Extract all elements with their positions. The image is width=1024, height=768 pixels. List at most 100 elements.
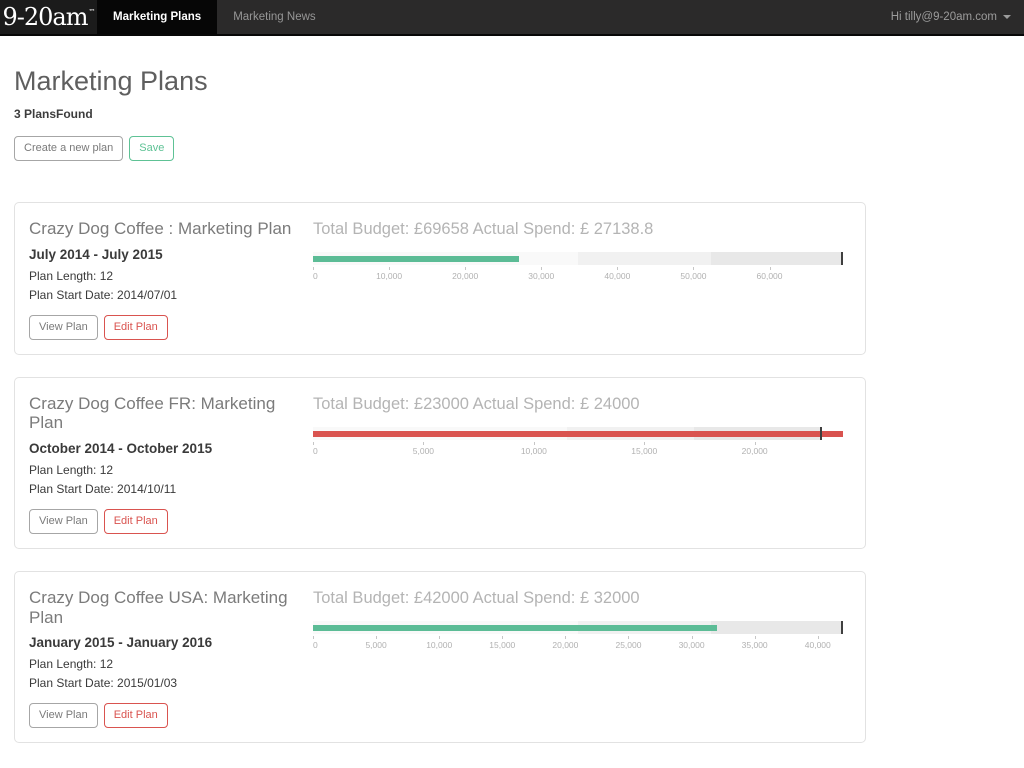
trademark-icon: ™: [88, 8, 94, 16]
axis-label: 60,000: [757, 271, 783, 281]
plan-title: Crazy Dog Coffee : Marketing Plan: [29, 219, 313, 239]
chart-measure-bar: [313, 431, 843, 437]
axis-label: 10,000: [521, 446, 547, 456]
axis-tick: [389, 267, 390, 270]
chart-target-marker: [841, 621, 843, 634]
axis-tick: [541, 267, 542, 270]
chart-measure-bar: [313, 625, 717, 631]
bullet-axis: 0 5,000 10,000 15,000 20,000: [313, 440, 843, 458]
axis-tick: [692, 636, 693, 639]
axis-label: 40,000: [805, 640, 831, 650]
chart-band: [578, 252, 711, 265]
axis-tick: [313, 267, 314, 270]
axis-tick: [628, 636, 629, 639]
axis-label: 40,000: [604, 271, 630, 281]
create-plan-button[interactable]: Create a new plan: [14, 136, 123, 161]
axis-tick: [755, 636, 756, 639]
axis-tick: [313, 442, 314, 445]
chart-measure-bar: [313, 256, 519, 262]
budget-summary: Total Budget: £42000 Actual Spend: £ 320…: [313, 589, 851, 608]
bullet-track: [313, 427, 843, 440]
plan-actions: View Plan Edit Plan: [29, 703, 313, 728]
axis-label: 30,000: [679, 640, 705, 650]
plan-card: Crazy Dog Coffee FR: Marketing Plan Octo…: [14, 377, 866, 549]
axis-tick: [644, 442, 645, 445]
plan-date-range: July 2014 - July 2015: [29, 247, 313, 262]
user-menu[interactable]: Hi tilly@9-20am.com: [891, 0, 1024, 34]
plan-card: Crazy Dog Coffee USA: Marketing Plan Jan…: [14, 571, 866, 743]
edit-plan-button[interactable]: Edit Plan: [104, 509, 168, 534]
axis-label: 20,000: [452, 271, 478, 281]
axis-label: 30,000: [528, 271, 554, 281]
axis-label: 5,000: [365, 640, 386, 650]
axis-label: 25,000: [615, 640, 641, 650]
axis-label: 35,000: [742, 640, 768, 650]
bullet-track: [313, 252, 843, 265]
plan-title: Crazy Dog Coffee FR: Marketing Plan: [29, 394, 313, 433]
bullet-chart: 0 5,000 10,000 15,000 20,000: [313, 427, 843, 458]
axis-label: 15,000: [489, 640, 515, 650]
plan-length: Plan Length: 12: [29, 269, 313, 284]
plan-length: Plan Length: 12: [29, 657, 313, 672]
plans-found-count: 3 PlansFound: [14, 107, 1010, 121]
plan-details: Crazy Dog Coffee FR: Marketing Plan Octo…: [29, 394, 313, 534]
edit-plan-button[interactable]: Edit Plan: [104, 315, 168, 340]
plan-budget-section: Total Budget: £42000 Actual Spend: £ 320…: [313, 588, 851, 728]
axis-tick: [465, 267, 466, 270]
axis-tick: [502, 636, 503, 639]
axis-label: 0: [313, 640, 318, 650]
tab-marketing-plans[interactable]: Marketing Plans: [97, 0, 217, 34]
view-plan-button[interactable]: View Plan: [29, 703, 98, 728]
chart-band: [711, 252, 844, 265]
plan-budget-section: Total Budget: £69658 Actual Spend: £ 271…: [313, 219, 851, 340]
axis-tick: [439, 636, 440, 639]
axis-tick: [770, 267, 771, 270]
axis-tick: [693, 267, 694, 270]
navbar: 9-20am™ Marketing Plans Marketing News H…: [0, 0, 1024, 36]
plan-details: Crazy Dog Coffee USA: Marketing Plan Jan…: [29, 588, 313, 728]
main-content: Marketing Plans 3 PlansFound Create a ne…: [0, 66, 1024, 743]
axis-label: 20,000: [742, 446, 768, 456]
axis-label: 20,000: [552, 640, 578, 650]
chart-band: [711, 621, 844, 634]
axis-label: 10,000: [376, 271, 402, 281]
plan-details: Crazy Dog Coffee : Marketing Plan July 2…: [29, 219, 313, 340]
plan-actions: View Plan Edit Plan: [29, 509, 313, 534]
budget-summary: Total Budget: £69658 Actual Spend: £ 271…: [313, 220, 851, 239]
page-title: Marketing Plans: [14, 66, 1010, 97]
axis-tick: [376, 636, 377, 639]
plan-actions: View Plan Edit Plan: [29, 315, 313, 340]
plan-title: Crazy Dog Coffee USA: Marketing Plan: [29, 588, 313, 627]
axis-tick: [755, 442, 756, 445]
edit-plan-button[interactable]: Edit Plan: [104, 703, 168, 728]
user-greeting: Hi tilly@9-20am.com: [891, 11, 997, 23]
bullet-track: [313, 621, 843, 634]
plan-start-date: Plan Start Date: 2014/10/11: [29, 482, 313, 497]
axis-tick: [313, 636, 314, 639]
view-plan-button[interactable]: View Plan: [29, 315, 98, 340]
axis-tick: [617, 267, 618, 270]
axis-label: 5,000: [413, 446, 434, 456]
chart-target-marker: [820, 427, 822, 440]
plan-start-date: Plan Start Date: 2014/07/01: [29, 288, 313, 303]
save-button[interactable]: Save: [129, 136, 174, 161]
budget-summary: Total Budget: £23000 Actual Spend: £ 240…: [313, 395, 851, 414]
view-plan-button[interactable]: View Plan: [29, 509, 98, 534]
axis-label: 10,000: [426, 640, 452, 650]
bullet-axis: 010,00020,00030,00040,00050,00060,000: [313, 265, 843, 283]
plan-card: Crazy Dog Coffee : Marketing Plan July 2…: [14, 202, 866, 355]
axis-label: 15,000: [631, 446, 657, 456]
axis-label: 50,000: [680, 271, 706, 281]
plan-length: Plan Length: 12: [29, 463, 313, 478]
chart-target-marker: [841, 252, 843, 265]
bullet-chart: 010,00020,00030,00040,00050,00060,000: [313, 252, 843, 283]
axis-tick: [565, 636, 566, 639]
caret-down-icon: [1003, 15, 1011, 19]
plan-date-range: October 2014 - October 2015: [29, 441, 313, 456]
tab-marketing-news[interactable]: Marketing News: [217, 0, 331, 34]
axis-tick: [534, 442, 535, 445]
plan-budget-section: Total Budget: £23000 Actual Spend: £ 240…: [313, 394, 851, 534]
bullet-axis: 0 5,000 10,000 15,000 20,000 25,000 30,000 35,0…: [313, 634, 843, 652]
axis-label: 0: [313, 446, 318, 456]
logo[interactable]: 9-20am™: [0, 0, 97, 34]
